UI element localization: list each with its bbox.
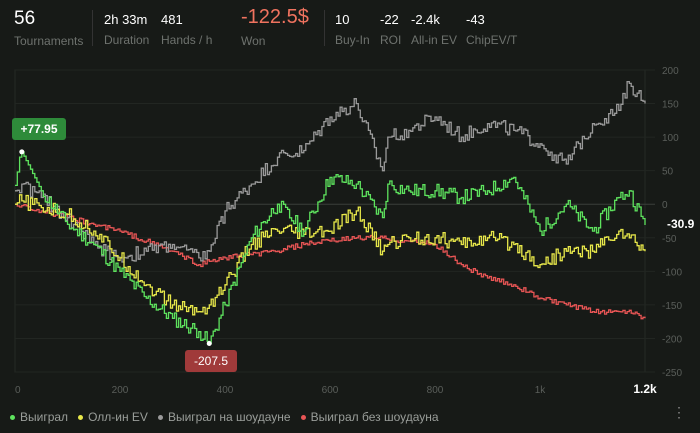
legend-dot: [78, 415, 84, 421]
buyin-label: Buy-In: [335, 33, 370, 47]
x-tick-label: 0: [15, 385, 21, 396]
stat-chipev: -43 ChipEV/T: [466, 12, 517, 47]
x-tick-label: 400: [217, 385, 234, 396]
series-line-3: [15, 203, 646, 320]
buyin-value: 10: [335, 12, 350, 27]
last-value-label: -30.9: [667, 217, 695, 231]
x-tick-label: 200: [112, 385, 129, 396]
more-menu-icon[interactable]: ⋮: [672, 404, 686, 420]
y-tick-label: -150: [662, 301, 682, 312]
y-tick-label: 100: [662, 133, 679, 144]
legend-label: Олл-ин EV: [88, 410, 148, 424]
max-label-box: [12, 118, 66, 140]
allin-ev-value: -2.4k: [411, 12, 440, 27]
chipev-value: -43: [466, 12, 485, 27]
stat-roi: -22 ROI: [380, 12, 401, 47]
divider: [324, 10, 325, 46]
roi-label: ROI: [380, 33, 402, 47]
legend-item[interactable]: Выиграл: [10, 410, 68, 424]
y-tick-label: -50: [662, 234, 677, 245]
y-tick-label: 150: [662, 100, 679, 111]
legend-dot: [157, 415, 163, 421]
min-label: -207.5: [194, 354, 228, 368]
stat-won: -122.5$ Won: [241, 6, 309, 48]
min-point: [206, 340, 212, 346]
y-tick-label: -200: [662, 334, 682, 345]
legend-label: Выиграл без шоудауна: [310, 410, 439, 424]
legend-dot: [300, 415, 306, 421]
stat-allin-ev: -2.4k All-in EV: [411, 12, 457, 47]
tournaments-value: 56: [14, 8, 36, 29]
legend-item[interactable]: Выиграл без шоудауна: [300, 410, 439, 424]
x-tick-label: 1k: [535, 385, 547, 396]
y-tick-label: 0: [662, 200, 668, 211]
won-label: Won: [241, 34, 266, 48]
y-tick-label: 200: [662, 66, 679, 77]
won-value: -122.5$: [241, 6, 309, 28]
min-label-box: [185, 350, 237, 372]
max-label: +77.95: [20, 122, 57, 136]
duration-label: Duration: [104, 33, 150, 47]
legend-label: Выиграл на шоудауне: [167, 410, 291, 424]
y-tick-label: -250: [662, 368, 682, 379]
legend-dot: [10, 415, 15, 421]
plot-frame: [14, 69, 646, 373]
stat-buyin: 10 Buy-In: [335, 12, 370, 47]
duration-value: 2h 33m: [104, 12, 148, 27]
legend-item[interactable]: Выиграл на шоудауне: [157, 410, 291, 424]
stat-hands: 481 Hands / h: [161, 12, 212, 47]
y-tick-label: -100: [662, 267, 682, 278]
hands-value: 481: [161, 12, 183, 27]
divider: [92, 10, 93, 46]
legend-item[interactable]: Олл-ин EV: [78, 410, 148, 424]
tournaments-label: Tournaments: [14, 34, 84, 48]
max-point: [19, 149, 25, 155]
roi-value: -22: [380, 12, 399, 27]
stat-tournaments: 56 Tournaments: [14, 8, 84, 48]
stat-duration: 2h 33m Duration: [104, 12, 149, 47]
y-tick-label: 50: [662, 167, 674, 178]
legend-label: Выиграл: [20, 410, 69, 424]
x-tick-label: 800: [427, 385, 444, 396]
x-tick-label: 1.2k: [633, 382, 657, 396]
chart[interactable]: 200 150 100 50 0 -50 -100 -150 -200 -250 0 200 400 60…: [0, 0, 700, 400]
hands-label: Hands / h: [161, 33, 213, 47]
x-tick-label: 600: [322, 385, 339, 396]
series-line-0: [15, 151, 646, 345]
series-line-1: [15, 194, 646, 316]
allin-ev-label: All-in EV: [411, 33, 458, 47]
series-line-2: [15, 80, 646, 263]
chipev-label: ChipEV/T: [466, 33, 518, 47]
legend: Выиграл Олл-ин EV Выиграл на шоудауне Вы…: [10, 410, 439, 424]
